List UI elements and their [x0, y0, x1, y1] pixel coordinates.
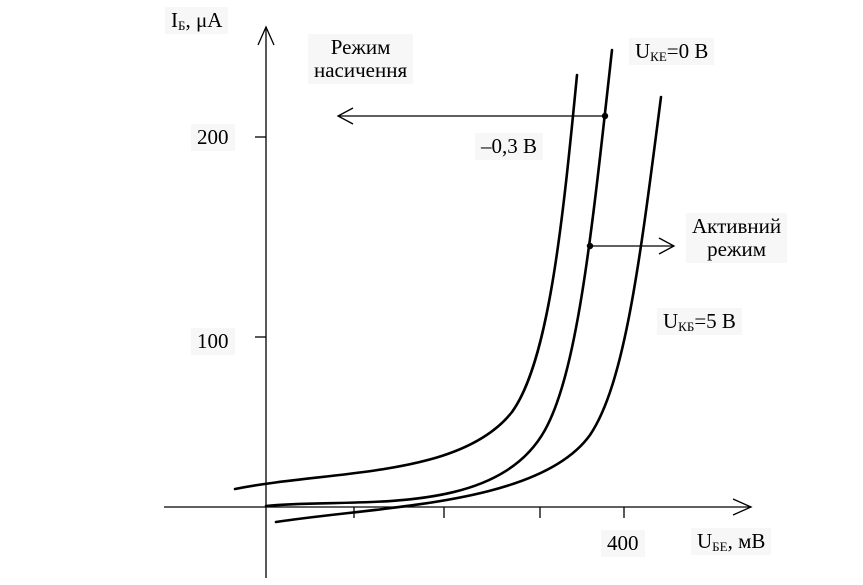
y-axis-arrow [257, 25, 275, 46]
x-axis-arrow [732, 498, 753, 516]
active-point [586, 242, 594, 250]
saturation-mode-line2: насичення [314, 58, 408, 83]
curve-0v [264, 48, 614, 508]
saturation-mode-line1: Режим [330, 35, 391, 59]
y-axis-label-unit: , μA [185, 8, 223, 32]
y-tick-label-100: 100 [191, 328, 235, 356]
curve-label-uke-value: =0 В [666, 39, 709, 63]
y-tick-label-200: 200 [191, 124, 235, 152]
curve-label-uke-sub: КЕ [650, 49, 667, 64]
y-axis-label-sub: Б [178, 18, 186, 33]
x-tick-label-400: 400 [601, 530, 645, 558]
curve-label-ukb-value: =5 В [694, 309, 736, 333]
curve-label-ukb-sub: КБ [678, 319, 695, 334]
y-axis-label: IБ, μA [165, 7, 229, 35]
curve-5v [274, 95, 663, 524]
active-arrowhead [658, 237, 676, 255]
x-axis-label-sub: БЕ [712, 539, 728, 554]
x-axis-label-main: U [697, 529, 713, 553]
y-axis-label-main: I [171, 8, 178, 32]
active-mode-line1: Активний [692, 214, 782, 238]
active-mode-line2: режим [707, 237, 766, 262]
active-mode-label: Активний режим [686, 213, 788, 264]
x-axis-label: UБЕ, мВ [691, 528, 772, 556]
curve-label-uke-0v: UКЕ=0 В [629, 38, 715, 66]
curve-label-uke-main: U [635, 39, 651, 63]
saturation-mode-label: Режим насичення [308, 34, 414, 85]
x-axis-label-unit: , мВ [727, 529, 766, 553]
curve-label-minus-0-3v: –0,3 В [475, 133, 544, 161]
curve-label-ukb-main: U [663, 309, 679, 333]
curve-minus-0-3v [233, 73, 579, 491]
saturation-arrowhead [336, 107, 354, 125]
curve-label-ukb-5v: UКБ=5 В [657, 308, 742, 336]
saturation-point [601, 112, 609, 120]
